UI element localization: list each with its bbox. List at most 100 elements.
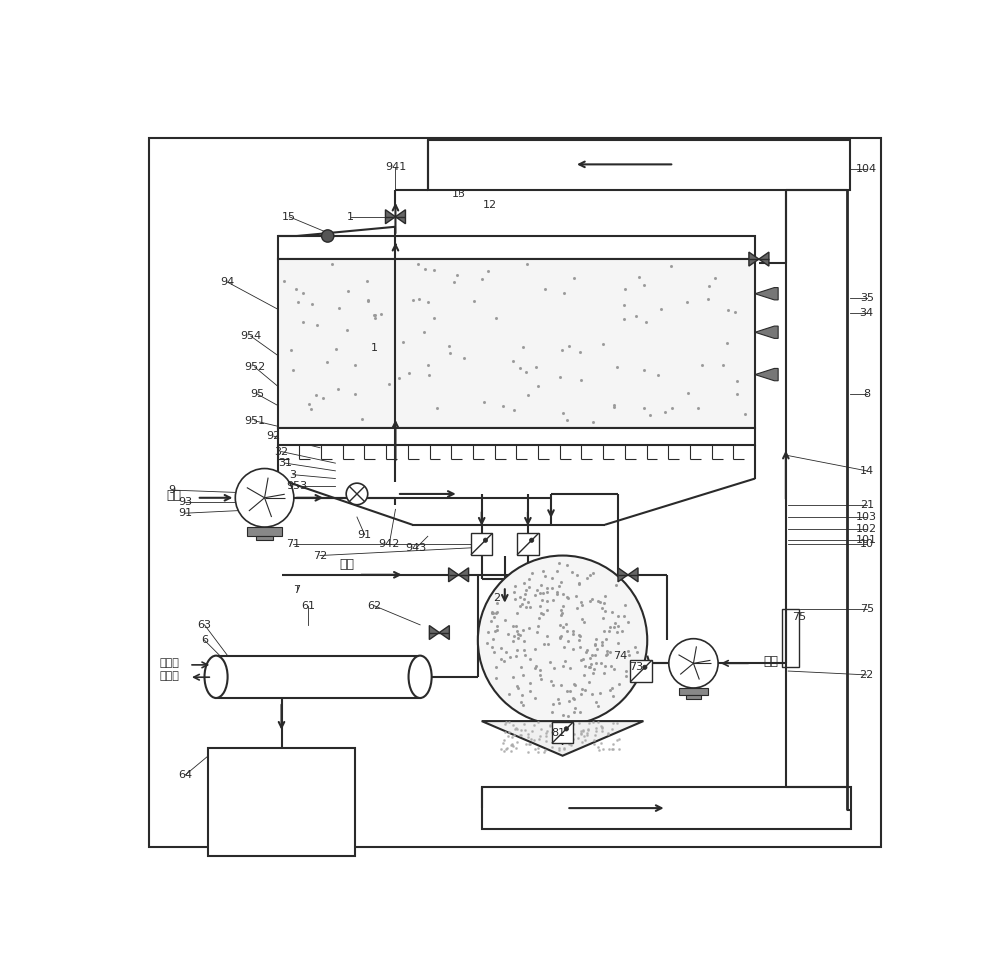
Point xyxy=(603,658,619,674)
Bar xyxy=(471,534,492,555)
Text: 72: 72 xyxy=(313,550,327,561)
Point xyxy=(502,649,518,665)
Point xyxy=(580,722,596,738)
Point xyxy=(657,404,673,420)
Point xyxy=(391,370,407,386)
Point xyxy=(542,717,558,733)
Point xyxy=(565,690,581,706)
Point xyxy=(700,292,716,307)
Point xyxy=(512,589,528,605)
Point xyxy=(594,723,610,739)
Point xyxy=(609,359,625,374)
Bar xyxy=(216,656,420,698)
Point xyxy=(308,387,324,402)
Point xyxy=(516,575,532,591)
Point xyxy=(441,338,457,354)
Point xyxy=(493,742,509,757)
Point xyxy=(552,617,568,633)
Point xyxy=(319,354,335,369)
Point xyxy=(694,358,710,373)
Point xyxy=(496,733,512,748)
Text: 952: 952 xyxy=(244,362,265,372)
Point xyxy=(410,257,426,272)
Point xyxy=(636,400,652,416)
Point xyxy=(616,296,632,312)
Point xyxy=(680,385,696,400)
Bar xyxy=(278,236,755,260)
Text: 循环水: 循环水 xyxy=(160,671,180,680)
Point xyxy=(570,731,586,746)
Point xyxy=(290,294,306,309)
Point xyxy=(501,724,517,740)
Point xyxy=(598,647,614,663)
Point xyxy=(530,741,546,756)
Text: 1: 1 xyxy=(347,212,354,222)
Point xyxy=(446,274,462,290)
Point xyxy=(595,610,611,626)
Text: 14: 14 xyxy=(860,466,874,476)
Point xyxy=(545,677,561,693)
Circle shape xyxy=(346,483,368,504)
Point xyxy=(545,696,561,712)
Point xyxy=(628,308,644,324)
Point xyxy=(592,685,608,701)
Point xyxy=(401,364,417,380)
Polygon shape xyxy=(439,626,449,640)
Point xyxy=(573,652,589,668)
Text: 92: 92 xyxy=(267,432,281,441)
Point xyxy=(650,366,666,382)
Point xyxy=(567,677,583,693)
Point xyxy=(554,716,570,732)
Point xyxy=(503,737,519,752)
Point xyxy=(571,627,587,642)
Point xyxy=(315,390,331,405)
Ellipse shape xyxy=(204,656,228,698)
Point xyxy=(594,601,610,616)
Point xyxy=(531,731,547,746)
Point xyxy=(518,364,534,379)
Point xyxy=(727,304,743,320)
Point xyxy=(367,307,383,323)
Polygon shape xyxy=(449,568,459,582)
Point xyxy=(509,721,525,737)
Point xyxy=(501,686,517,702)
Point xyxy=(505,353,521,368)
Point xyxy=(486,609,502,625)
Point xyxy=(508,647,524,663)
Bar xyxy=(517,534,539,555)
Point xyxy=(347,358,363,373)
Point xyxy=(551,578,567,594)
Point xyxy=(476,395,492,410)
Point xyxy=(347,386,363,401)
Point xyxy=(573,725,589,741)
Point xyxy=(569,568,585,583)
Bar xyxy=(247,527,282,536)
Point xyxy=(539,593,555,608)
Point xyxy=(496,744,512,759)
Point xyxy=(532,599,548,614)
Point xyxy=(563,738,579,753)
Point xyxy=(417,261,433,277)
Point xyxy=(574,597,590,612)
Point xyxy=(561,734,577,749)
Point xyxy=(366,307,382,323)
Text: 蒸汽: 蒸汽 xyxy=(339,558,354,572)
Point xyxy=(480,263,496,279)
Bar xyxy=(278,260,755,429)
Point xyxy=(539,723,555,739)
Point xyxy=(544,715,560,731)
Point xyxy=(542,718,558,734)
Point xyxy=(285,363,301,378)
Point xyxy=(508,741,524,756)
Point xyxy=(594,635,610,650)
Point xyxy=(568,589,584,605)
Text: 93: 93 xyxy=(178,497,192,506)
Point xyxy=(516,633,532,648)
Text: 21: 21 xyxy=(860,501,874,510)
Point xyxy=(653,301,669,317)
Point xyxy=(577,682,593,698)
Point xyxy=(489,623,505,639)
Point xyxy=(515,697,531,712)
Point xyxy=(528,360,544,375)
Point xyxy=(588,631,604,646)
